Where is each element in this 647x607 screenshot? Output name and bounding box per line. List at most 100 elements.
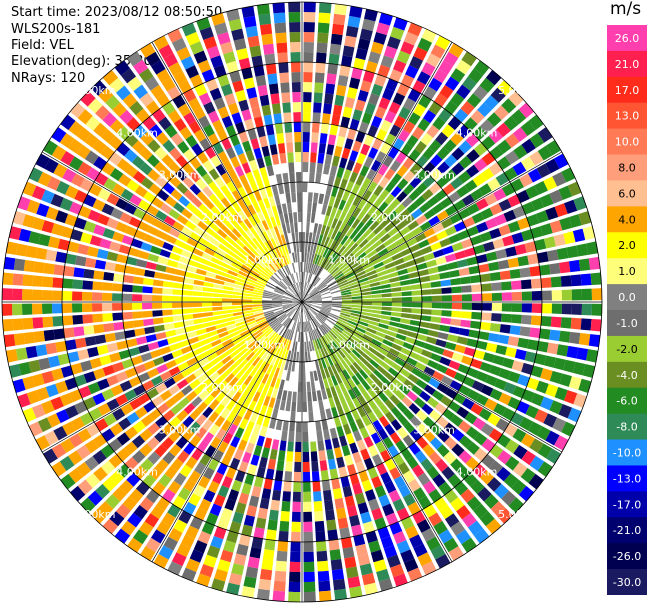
- range-gate: [456, 336, 469, 345]
- range-gate: [232, 511, 244, 524]
- range-gate: [127, 51, 143, 67]
- range-gate: [41, 370, 55, 384]
- range-gate: [217, 380, 228, 391]
- range-gate: [310, 319, 316, 330]
- range-gate: [471, 212, 485, 224]
- range-gate: [485, 374, 498, 387]
- range-gate: [292, 102, 301, 113]
- range-gate: [139, 147, 153, 161]
- range-gate: [226, 249, 237, 259]
- range-gate: [168, 416, 182, 429]
- range-gate: [122, 311, 133, 320]
- range-gate: [391, 307, 402, 312]
- range-gate: [441, 287, 452, 294]
- range-gate: [205, 382, 217, 394]
- range-gate: [162, 182, 175, 195]
- range-gate: [285, 370, 291, 381]
- range-gate: [272, 295, 283, 299]
- range-gate: [450, 497, 465, 512]
- range-gate: [192, 313, 204, 319]
- range-gate: [448, 269, 460, 278]
- range-gate: [258, 348, 267, 359]
- range-gate: [240, 346, 250, 356]
- colorbar-unit-label: m/s: [610, 0, 642, 19]
- range-gate: [371, 302, 382, 306]
- range-gate: [448, 43, 464, 58]
- range-gate: [103, 323, 115, 333]
- range-gate: [307, 351, 312, 362]
- range-gate: [334, 272, 344, 281]
- range-gate: [556, 247, 569, 260]
- range-gate: [129, 100, 144, 116]
- range-gate: [256, 279, 267, 286]
- range-gate: [349, 5, 363, 18]
- range-gate: [372, 138, 383, 151]
- range-gate: [399, 208, 411, 220]
- colorbar-swatch: [607, 258, 647, 285]
- range-gate: [198, 475, 211, 489]
- range-gate: [262, 43, 275, 55]
- range-gate: [208, 168, 220, 181]
- range-gate: [302, 294, 310, 302]
- range-gate: [400, 248, 412, 257]
- range-gate: [245, 242, 255, 253]
- range-gate: [277, 336, 284, 347]
- range-gate: [195, 414, 207, 426]
- range-gate: [545, 158, 560, 174]
- range-gate: [318, 399, 325, 411]
- range-gate: [293, 331, 298, 342]
- range-gate: [45, 249, 58, 262]
- range-gate: [342, 106, 353, 119]
- range-gate: [53, 426, 68, 441]
- range-gate: [473, 244, 486, 255]
- range-gate: [261, 373, 270, 384]
- range-gate: [335, 275, 346, 282]
- range-gate: [261, 447, 270, 459]
- range-gate: [570, 317, 582, 330]
- range-gate: [272, 260, 281, 270]
- range-gate: [308, 411, 314, 422]
- range-gate: [266, 229, 274, 240]
- range-gate: [303, 122, 311, 133]
- range-gate: [393, 257, 405, 266]
- range-gate: [95, 483, 110, 499]
- range-gate: [28, 231, 41, 245]
- range-gate: [305, 272, 309, 283]
- range-gate: [148, 183, 162, 196]
- range-gate: [118, 417, 132, 431]
- range-gate: [253, 369, 262, 380]
- range-gate: [343, 356, 352, 367]
- range-gate: [330, 386, 338, 397]
- range-gate: [371, 83, 384, 97]
- range-gate: [439, 356, 452, 367]
- range-gate: [461, 238, 473, 249]
- range-gate: [302, 302, 306, 312]
- range-gate: [521, 450, 536, 466]
- range-gate: [331, 308, 342, 313]
- range-gate: [289, 330, 295, 341]
- range-gate: [559, 261, 571, 274]
- range-gate: [188, 493, 201, 507]
- range-gate: [490, 501, 506, 517]
- range-gate: [347, 277, 358, 284]
- range-gate: [220, 224, 231, 235]
- range-gate: [222, 306, 233, 310]
- range-gate: [472, 417, 486, 431]
- range-gate: [106, 193, 120, 206]
- range-gate: [421, 189, 434, 201]
- range-gate: [264, 53, 276, 65]
- range-gate: [193, 484, 206, 498]
- range-gate: [138, 392, 151, 405]
- range-gate: [497, 334, 510, 345]
- range-gate: [234, 470, 246, 483]
- range-gate: [190, 253, 202, 262]
- range-gate: [358, 121, 370, 134]
- range-gate: [489, 323, 501, 333]
- range-gate: [280, 348, 287, 359]
- range-gate: [432, 389, 445, 402]
- range-gate: [377, 347, 389, 356]
- range-gate: [423, 252, 435, 262]
- range-gate: [182, 283, 194, 290]
- range-gate: [318, 256, 325, 267]
- range-gate: [195, 268, 207, 276]
